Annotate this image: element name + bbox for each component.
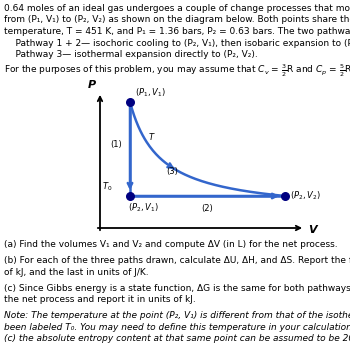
Text: (a) Find the volumes V₁ and V₂ and compute ΔV (in L) for the net process.: (a) Find the volumes V₁ and V₂ and compu… [4,240,338,249]
Text: temperature, T = 451 K, and P₁ = 1.36 bars, P₂ = 0.63 bars. The two pathways are: temperature, T = 451 K, and P₁ = 1.36 ba… [4,27,350,36]
Text: (c) Since Gibbs energy is a state function, ΔG is the same for both pathways. Ev: (c) Since Gibbs energy is a state functi… [4,284,350,293]
Text: $(P_1, V_1)$: $(P_1, V_1)$ [135,86,166,99]
Text: 0.64 moles of an ideal gas undergoes a couple of change processes that move the : 0.64 moles of an ideal gas undergoes a c… [4,4,350,13]
Point [282,193,288,199]
Text: $(P_2, V_2)$: $(P_2, V_2)$ [290,190,321,202]
Text: of kJ, and the last in units of J/K.: of kJ, and the last in units of J/K. [4,268,149,276]
Text: P: P [88,80,96,90]
Text: (3): (3) [166,167,178,176]
Text: (c) the absolute entropy content at that same point can be assumed to be 200 J/K: (c) the absolute entropy content at that… [4,334,350,343]
Text: Pathway 1 + 2— isochoric cooling to (P₂, V₁), then isobaric expansion to (P₂, V₂: Pathway 1 + 2— isochoric cooling to (P₂,… [4,38,350,47]
Text: from (P₁, V₁) to (P₂, V₂) as shown on the diagram below. Both points share the s: from (P₁, V₁) to (P₂, V₂) as shown on th… [4,15,350,24]
Text: For the purposes of this problem, you may assume that $C_v$ = $\frac{3}{2}$R and: For the purposes of this problem, you ma… [4,62,350,79]
Text: been labeled T₀. You may need to define this temperature in your calculations. A: been labeled T₀. You may need to define … [4,323,350,332]
Point [127,99,133,105]
Text: Pathway 3— isothermal expansion directly to (P₂, V₂).: Pathway 3— isothermal expansion directly… [4,50,258,59]
Text: $(P_2, V_1)$: $(P_2, V_1)$ [128,201,159,213]
Text: V: V [308,225,317,235]
Text: T: T [149,133,154,142]
Text: (1): (1) [110,140,122,149]
Point [127,193,133,199]
Text: $T_0$: $T_0$ [102,181,112,193]
Text: (2): (2) [202,204,214,213]
Text: the net process and report it in units of kJ.: the net process and report it in units o… [4,295,196,304]
Text: (b) For each of the three paths drawn, calculate ΔU, ΔH, and ΔS. Report the firs: (b) For each of the three paths drawn, c… [4,256,350,265]
Text: Note: The temperature at the point (P₂, V₁) is different from that of the isothe: Note: The temperature at the point (P₂, … [4,311,350,320]
